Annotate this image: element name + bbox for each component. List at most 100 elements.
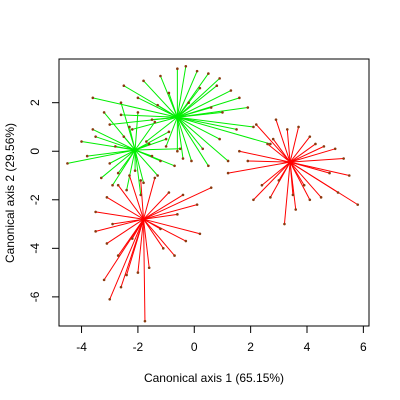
data-point <box>116 254 120 257</box>
data-point <box>142 181 145 185</box>
spoke-line <box>143 194 184 220</box>
x-axis: -4 -2 0 2 4 6 <box>76 325 367 354</box>
spoke-line <box>176 66 187 118</box>
x-tick-label: -4 <box>76 340 87 354</box>
data-point <box>94 135 97 138</box>
data-point <box>322 145 326 148</box>
data-point <box>85 154 89 158</box>
data-point <box>102 111 106 114</box>
spoke-line <box>289 161 350 176</box>
spoke-line <box>289 145 325 163</box>
data-point <box>314 142 317 146</box>
spoke-line <box>177 116 254 128</box>
data-point <box>122 135 126 138</box>
y-tick-label: -2 <box>28 194 42 205</box>
spoke-line <box>289 126 300 163</box>
data-point <box>190 159 193 163</box>
spoke-line <box>289 161 305 186</box>
spoke-line <box>109 149 136 164</box>
data-point <box>153 176 157 180</box>
data-point <box>226 171 230 175</box>
spoke-line <box>228 161 291 174</box>
spoke-line <box>143 218 164 249</box>
spoke-line <box>137 219 145 273</box>
data-point <box>159 74 162 78</box>
data-point <box>108 123 112 126</box>
data-point <box>119 101 123 104</box>
data-point <box>130 237 134 240</box>
data-point <box>119 113 123 117</box>
spoke-line <box>134 149 153 157</box>
spoke-line <box>143 187 212 220</box>
spoke-line <box>283 162 291 225</box>
spoke-line <box>143 204 198 220</box>
data-point <box>195 203 199 206</box>
data-point <box>187 101 190 104</box>
spoke-line <box>286 129 291 163</box>
spoke-line <box>176 116 209 167</box>
data-point <box>178 147 182 151</box>
spoke-line <box>143 218 201 235</box>
data-point <box>119 285 123 289</box>
data-point <box>167 130 171 134</box>
data-point <box>167 191 171 194</box>
data-point <box>159 159 162 163</box>
spoke-line <box>92 97 178 118</box>
spoke-line <box>289 143 316 163</box>
spoke-line <box>176 70 198 118</box>
spoke-line <box>95 136 136 151</box>
data-point <box>116 183 120 187</box>
data-point <box>285 128 289 131</box>
spoke-line <box>100 149 136 179</box>
spoke-line <box>261 161 291 186</box>
spoke-line <box>289 161 322 198</box>
spoke-line <box>140 180 145 220</box>
spoke-line <box>123 136 136 151</box>
spoke-line <box>106 218 144 244</box>
data-point <box>218 137 221 141</box>
data-point <box>114 145 117 148</box>
spoke-line <box>143 219 150 268</box>
spoke-line <box>151 116 178 121</box>
spoke-line <box>143 213 178 220</box>
data-point <box>209 106 213 109</box>
data-point <box>173 254 176 257</box>
spoke-line <box>126 149 136 191</box>
spoke-line <box>177 90 232 118</box>
spoke-line <box>146 116 178 142</box>
spoke-line <box>278 161 291 181</box>
centroid-point <box>175 115 180 120</box>
spoke-line <box>143 80 178 118</box>
spoke-line <box>134 149 142 195</box>
data-point <box>221 111 224 114</box>
data-point <box>125 188 128 192</box>
data-point <box>266 142 269 146</box>
spoke-line <box>95 211 144 220</box>
spoke-line <box>120 219 145 288</box>
spoke-line <box>134 138 167 151</box>
x-tick-label: 2 <box>247 340 254 354</box>
spoke-line <box>134 131 170 151</box>
data-point <box>252 198 255 202</box>
centroid-point <box>141 217 146 222</box>
spoke-line <box>289 161 339 193</box>
spoke-line <box>247 160 291 163</box>
spoke-line <box>177 78 220 118</box>
data-point <box>238 149 241 153</box>
data-point <box>128 174 131 177</box>
data-point <box>145 140 148 143</box>
data-point <box>207 164 210 168</box>
data-point <box>147 266 151 270</box>
spoke-line <box>176 117 192 162</box>
spoke-line <box>168 92 178 118</box>
spoke-line <box>143 177 156 220</box>
data-point <box>195 69 199 73</box>
spoke-line <box>275 119 291 163</box>
data-point <box>161 247 165 250</box>
data-point <box>269 142 272 146</box>
data-point <box>218 77 221 80</box>
data-point <box>308 135 312 138</box>
data-point <box>209 186 213 189</box>
spoke-line <box>289 148 336 163</box>
